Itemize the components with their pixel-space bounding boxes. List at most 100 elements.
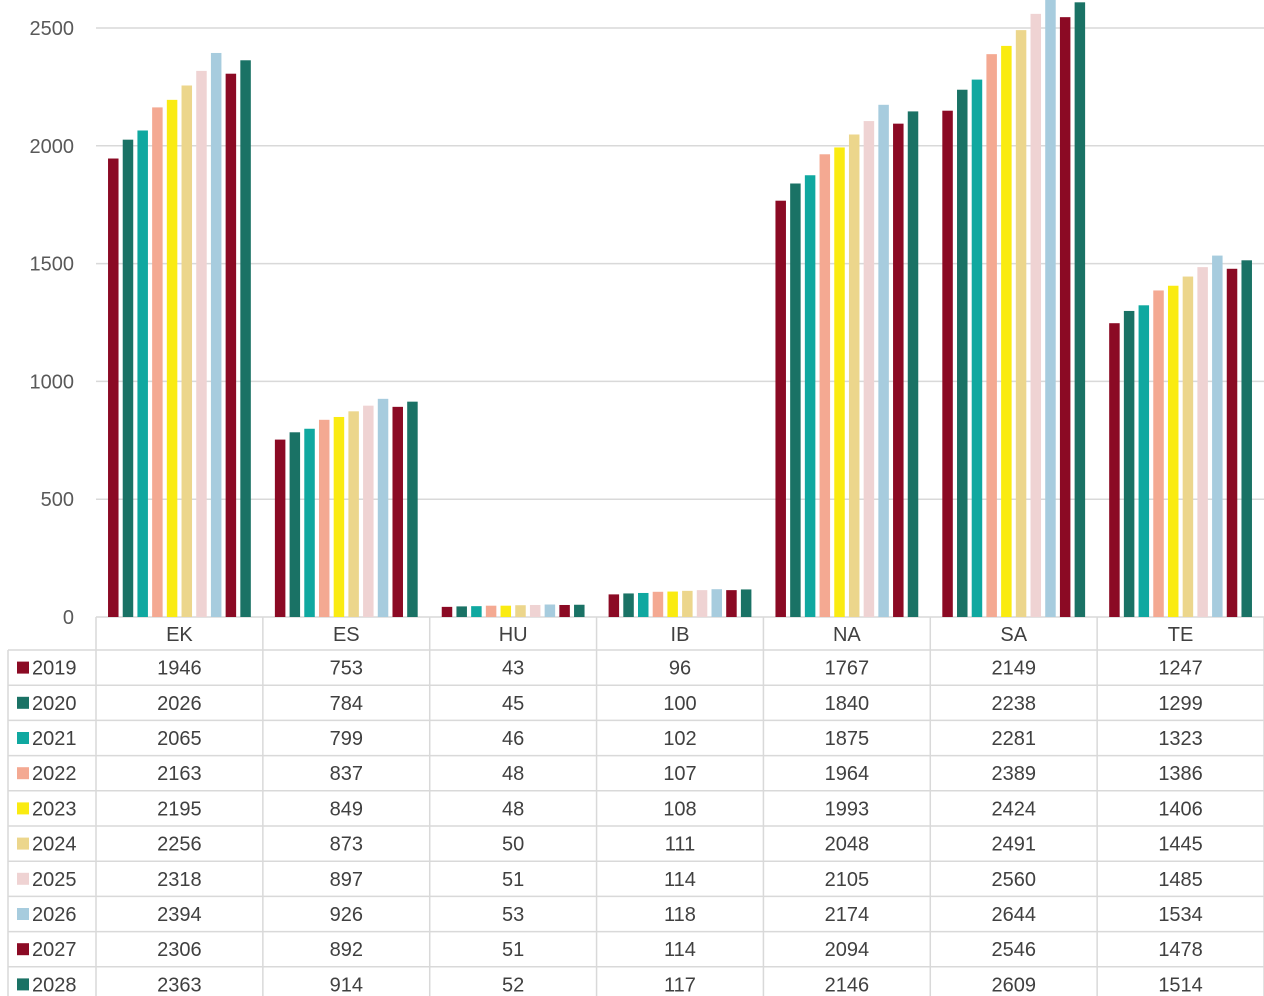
bar: [711, 589, 722, 617]
legend-key: [17, 872, 29, 885]
bar: [225, 73, 237, 617]
bar: [1074, 2, 1086, 618]
bar: [1197, 267, 1208, 617]
legend-key: [17, 837, 29, 850]
bar: [363, 405, 374, 617]
bar: [848, 134, 860, 617]
bar: [515, 605, 526, 617]
data-label: 1386: [1158, 763, 1203, 785]
data-label: 1445: [1158, 834, 1203, 856]
data-label: 1247: [1158, 658, 1203, 680]
data-label: 837: [330, 763, 363, 785]
legend-label: 2020: [32, 693, 77, 715]
data-label: 111: [665, 834, 695, 856]
data-label: 2389: [991, 763, 1036, 785]
data-label: 2644: [991, 904, 1036, 926]
bar: [441, 606, 453, 617]
data-label: 50: [502, 834, 524, 856]
bar: [907, 111, 919, 617]
data-label: 897: [330, 869, 363, 891]
bar: [608, 594, 620, 617]
x-tick-label: TE: [1168, 624, 1194, 646]
bar: [957, 89, 968, 618]
legend-key: [17, 696, 29, 709]
bar: [559, 604, 570, 617]
legend-key: [17, 943, 29, 956]
bar: [1109, 323, 1120, 617]
data-label: 2105: [825, 869, 870, 891]
data-label: 1767: [825, 658, 870, 680]
data-label: 2363: [157, 974, 202, 996]
data-label: 753: [330, 658, 363, 680]
bar: [740, 589, 752, 617]
bar: [819, 154, 831, 617]
bar: [1241, 260, 1252, 617]
data-label: 2560: [991, 869, 1036, 891]
bar: [696, 590, 708, 617]
bar: [1138, 305, 1150, 617]
data-label: 1534: [1158, 904, 1203, 926]
legend-label: 2025: [32, 869, 77, 891]
data-label: 108: [663, 798, 696, 820]
bar: [652, 591, 664, 617]
x-tick-label: HU: [499, 624, 528, 646]
bar: [1059, 17, 1071, 617]
data-label: 2146: [825, 974, 870, 996]
data-label: 51: [502, 869, 524, 891]
bar: [1212, 255, 1223, 617]
y-tick-label: 500: [41, 489, 74, 511]
bar: [240, 60, 251, 617]
bar: [1123, 310, 1135, 617]
data-label: 1299: [1158, 693, 1203, 715]
y-tick-label: 2500: [30, 18, 75, 40]
legend-label: 2023: [32, 798, 77, 820]
bar: [166, 99, 178, 617]
data-label: 2424: [991, 798, 1036, 820]
bar: [471, 606, 482, 617]
legend-label: 2021: [32, 728, 77, 750]
data-label: 117: [664, 974, 696, 996]
bar: [1167, 285, 1179, 617]
data-label: 2609: [991, 974, 1036, 996]
data-label: 1323: [1158, 728, 1203, 750]
bar: [726, 590, 737, 617]
data-label: 51: [502, 939, 524, 961]
data-label: 849: [330, 798, 363, 820]
legend-key: [17, 732, 29, 744]
data-label: 2491: [991, 834, 1036, 856]
data-label: 48: [502, 763, 524, 785]
y-tick-label: 1000: [30, 371, 75, 393]
y-tick-label: 1500: [30, 254, 75, 276]
data-label: 2149: [991, 658, 1036, 680]
x-tick-label: ES: [333, 624, 360, 646]
bar: [638, 592, 649, 617]
y-tick-label: 0: [63, 607, 74, 629]
data-label: 53: [502, 904, 524, 926]
data-label: 102: [663, 728, 696, 750]
data-label: 2281: [991, 728, 1036, 750]
bar: [1226, 268, 1238, 617]
bar: [942, 110, 953, 617]
legend-key: [17, 908, 29, 920]
data-label: 2195: [157, 798, 202, 820]
bar: [863, 121, 875, 617]
bar: [804, 175, 816, 617]
bar: [137, 130, 148, 617]
legend-label: 2019: [32, 658, 77, 680]
data-label: 2174: [825, 904, 870, 926]
data-label: 2318: [157, 869, 202, 891]
legend-label: 2022: [32, 763, 77, 785]
bar: [574, 604, 585, 617]
legend-label: 2028: [32, 974, 77, 996]
data-label: 2094: [825, 939, 870, 961]
bar: [333, 416, 345, 617]
bar: [1045, 0, 1056, 617]
data-label: 1406: [1158, 798, 1203, 820]
data-label: 2238: [991, 693, 1036, 715]
bar: [1182, 276, 1194, 617]
data-label: 2163: [157, 763, 202, 785]
bar: [790, 183, 801, 617]
data-label: 2394: [157, 904, 202, 926]
data-label: 2048: [825, 834, 870, 856]
